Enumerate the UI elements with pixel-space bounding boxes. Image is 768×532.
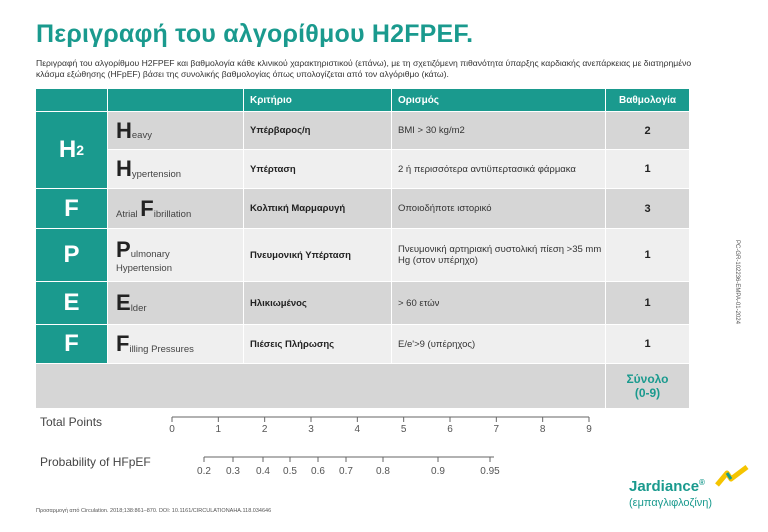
tick-label: 0.4 — [256, 466, 270, 477]
tick-label: 0.2 — [197, 466, 211, 477]
total-points-ticks: 0 1 2 3 4 5 6 7 8 9 — [169, 417, 592, 435]
tick-label: 0.3 — [226, 466, 240, 477]
document-code: PC-GR-102236-EMPA-01-2024 — [734, 240, 740, 324]
tick-label: 8 — [540, 424, 546, 435]
header-score: Βαθμολογία — [618, 94, 677, 106]
tick-label: 0.8 — [376, 466, 390, 477]
tick-label: 6 — [447, 424, 453, 435]
tick-label: 7 — [494, 424, 500, 435]
tick-label: 5 — [401, 424, 407, 435]
tick-label: 0.6 — [311, 466, 325, 477]
tick-label: 0.9 — [431, 466, 445, 477]
header-definition: Ορισμός — [392, 89, 606, 111]
citation: Προσαρμογή από Circulation. 2018;138:861… — [36, 508, 272, 514]
description: Περιγραφή του αλγορίθμου H2FPEF και βαθμ… — [36, 58, 692, 79]
group-letter: E — [36, 282, 108, 324]
tick-label: 0.7 — [339, 466, 353, 477]
tick-label: 0.95 — [480, 466, 500, 477]
tick-label: 3 — [308, 424, 314, 435]
total-points-label: Total Points — [40, 415, 102, 429]
tick-label: 1 — [216, 424, 222, 435]
group-p: P Pulmonary Hypertension Πνευμονική Υπέρ… — [36, 229, 689, 282]
probability-label: Probability of HFpEF — [40, 455, 151, 469]
probability-ticks: 0.2 0.3 0.4 0.5 0.6 0.7 0.8 0.9 0.95 — [197, 457, 500, 477]
tick-label: 2 — [262, 424, 268, 435]
total-range: (0-9) — [634, 386, 661, 400]
brand-generic: (εμπαγλιφλοζίνη) — [629, 497, 713, 509]
total-row: Σύνολο (0-9) — [36, 364, 689, 409]
tick-label: 9 — [586, 424, 592, 435]
tick-label: 4 — [355, 424, 361, 435]
group-letter: F — [36, 325, 108, 363]
tick-label: 0 — [169, 424, 175, 435]
table-header: Κριτήριο Ορισμός Βαθμολογία — [36, 89, 689, 112]
page-title: Περιγραφή του αλγορίθμου H2FPEF. — [36, 20, 474, 48]
brand-logo: Jardiance® — [629, 478, 705, 495]
tick-label: 0.5 — [283, 466, 297, 477]
brand-swoosh-icon — [715, 465, 749, 487]
total-label: Σύνολο — [626, 372, 669, 386]
header-criterion: Κριτήριο — [244, 89, 392, 111]
group-letter: P — [36, 229, 108, 281]
group-letter: F — [36, 189, 108, 228]
